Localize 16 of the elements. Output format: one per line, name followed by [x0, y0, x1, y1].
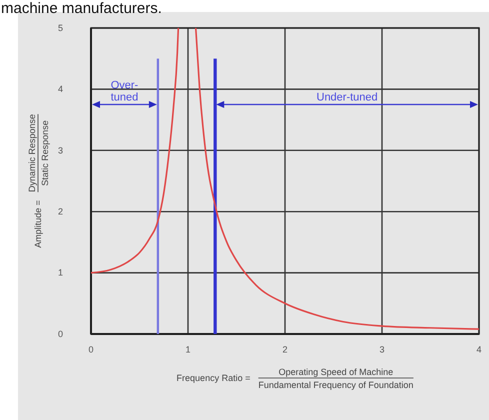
- annotation: Over- tuned: [110, 80, 139, 104]
- y-tick-label: 4: [58, 84, 63, 94]
- x-tick-label: 3: [379, 344, 385, 354]
- x-tick-label: 2: [282, 344, 288, 354]
- y-tick-label: 5: [58, 22, 63, 33]
- text: machine manufacturers.: [1, 0, 162, 17]
- y-axis-title: Amplitude = Dynamic Response Static Response: [27, 114, 50, 248]
- y-tick-label: 0: [58, 328, 63, 339]
- annotation: Under-tuned: [316, 92, 378, 104]
- y-tick-label: 1: [58, 268, 63, 278]
- y-tick-label: 2: [58, 206, 63, 216]
- x-tick-label: 4: [476, 344, 482, 354]
- x-tick-label: 0: [88, 344, 94, 354]
- x-tick-label: 1: [185, 344, 191, 354]
- y-tick-label: 3: [58, 145, 63, 156]
- text: Frequency Ratio = Operating Speed of Machine Fundamental Frequency of Foundation: [176, 367, 414, 390]
